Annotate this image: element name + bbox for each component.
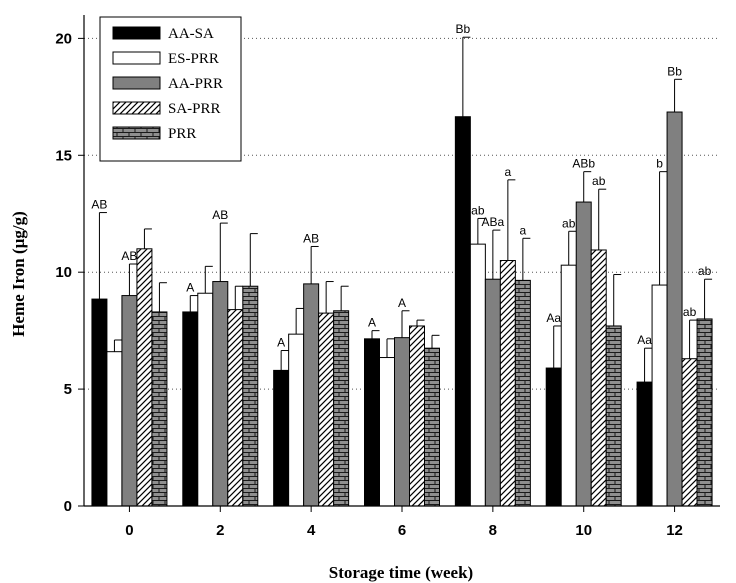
legend: AA-SA ES-PRR AA-PRR SA-PRR PRR [99,16,242,162]
legend-label: AA-SA [168,26,214,42]
bar [273,369,290,507]
bar [242,285,259,507]
data-label: Bb [456,22,471,36]
y-axis-title: Heme Iron (µg/g) [9,211,28,337]
legend-swatch [112,101,161,115]
data-label: ABa [482,215,505,229]
data-label: ABb [572,157,595,171]
data-label: A [398,296,406,310]
bar [696,318,713,507]
bar [288,333,305,507]
data-label: ab [698,264,712,278]
bar [545,367,562,507]
data-label: A [277,336,285,350]
x-tick-label: 2 [216,522,224,539]
x-tick-label: 0 [125,522,133,539]
legend-label: SA-PRR [168,101,221,117]
bars [91,111,713,507]
bar [666,111,683,507]
bar [575,201,592,507]
bar [136,248,153,507]
x-tick-label: 6 [398,522,406,539]
bar [197,292,214,507]
data-label: b [656,157,663,171]
bar [605,325,622,507]
bar [212,281,229,507]
data-label: ab [471,203,485,217]
legend-swatch [112,76,161,90]
bar [121,295,138,507]
data-label: a [520,223,527,237]
bar [636,381,653,507]
bar [106,351,123,507]
bar [560,264,577,507]
x-tick-label: 8 [489,522,497,539]
bar [227,309,244,507]
x-tick-label: 12 [666,522,683,539]
data-label: A [368,316,376,330]
x-tick-label: 4 [307,522,316,539]
legend-label: ES-PRR [168,51,219,67]
data-label: AB [91,198,107,212]
axes: 0 5 10 15 20 0 2 4 6 8 10 12 [55,15,720,539]
y-tick-label: 20 [55,30,72,47]
bar [394,337,410,507]
y-tick-label: 0 [64,498,72,515]
bar [318,312,335,507]
bar [454,116,471,507]
data-label: Aa [546,311,561,325]
data-label: AB [212,208,228,222]
bar [364,338,380,507]
legend-label: PRR [168,126,196,142]
bar [151,311,168,507]
y-tick-label: 5 [64,381,72,398]
data-label: AB [121,249,137,263]
bar [681,358,698,507]
bar [651,284,668,507]
data-label: a [505,165,512,179]
legend-swatch [112,51,161,65]
x-tick-label: 10 [575,522,592,539]
data-label: AB [303,231,319,245]
bar [514,279,531,507]
bar [182,311,199,507]
bar [590,249,607,507]
x-axis-title: Storage time (week) [329,563,473,582]
error-bars [98,36,713,383]
bar [424,347,440,507]
bar [409,325,425,507]
data-label: ab [562,216,576,230]
bar [91,298,108,507]
bar [499,260,516,507]
data-label: Bb [667,64,682,78]
data-label: ab [592,174,606,188]
legend-swatch [112,26,161,40]
data-label: Aa [637,333,652,347]
bar [469,243,486,507]
legend-label: AA-PRR [168,76,223,92]
data-label: ab [683,305,697,319]
bar [303,283,320,507]
data-label: A [186,281,194,295]
y-tick-label: 10 [55,264,72,281]
legend-swatch [112,126,161,140]
y-tick-label: 15 [55,147,72,164]
bar [379,357,395,507]
bar [333,310,350,507]
bar [484,278,501,507]
